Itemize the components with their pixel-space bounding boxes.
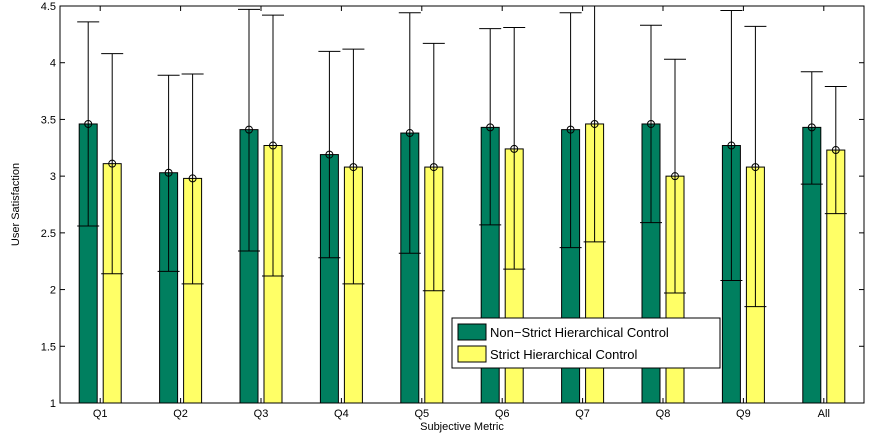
y-tick-label: 4 [50,58,56,70]
x-tick-label: Q1 [93,408,108,420]
mean-marker [405,129,414,138]
y-tick-label: 1.5 [41,341,56,353]
legend-swatch-strict [457,345,487,363]
mean-marker [831,146,840,155]
mean-marker [429,163,438,172]
mean-marker [510,144,519,153]
mean-marker [566,125,575,134]
mean-marker [349,163,358,172]
mean-marker [188,174,197,183]
mean-marker [751,163,760,172]
y-tick-label: 3.5 [41,114,56,126]
y-tick-label: 4.5 [41,1,56,13]
x-tick-label: Q3 [254,408,269,420]
x-axis-title: Subjective Metric [420,421,504,433]
x-tick-label: Q8 [656,408,671,420]
axes-frame [59,5,865,404]
mean-marker [727,141,736,150]
legend-label-strict: Strict Hierarchical Control [490,347,637,362]
mean-marker [590,119,599,128]
mean-marker [164,168,173,177]
x-tick-label: Q4 [334,408,349,420]
x-tick-label: All [818,408,830,420]
mean-marker [325,150,334,159]
mean-marker [671,172,679,181]
x-tick-label: Q9 [736,408,751,420]
y-tick-label: 3 [50,171,56,183]
y-axis-title: User Satisfaction [10,163,22,246]
y-tick-label: 2 [50,285,56,297]
mean-marker [807,123,816,132]
x-tick-label: Q5 [414,408,429,420]
x-tick-label: Q2 [173,408,188,420]
legend-label-non-strict: Non−Strict Hierarchical Control [490,325,669,340]
mean-marker [108,159,117,168]
mean-marker [269,141,277,150]
mean-marker [245,125,253,134]
x-tick-label: Q7 [575,408,590,420]
legend-swatch-non-strict [457,323,487,341]
mean-marker [486,123,495,132]
x-tick-label: Q6 [495,408,510,420]
y-tick-label: 1 [50,398,56,410]
y-tick-label: 2.5 [41,228,56,240]
mean-marker [84,119,93,128]
legend-box [451,317,721,369]
mean-marker [647,119,655,128]
